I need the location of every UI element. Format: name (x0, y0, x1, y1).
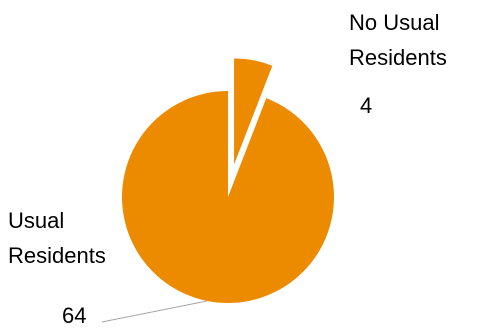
category-label-usual-residents: Usual Residents (8, 208, 106, 268)
pie-slice-usual-residents (121, 90, 334, 303)
category-label-usual-residents-line-1: Usual (8, 208, 64, 233)
pie-slices (121, 58, 334, 303)
value-label-no-usual-residents: 4 (360, 93, 372, 118)
value-label-usual-residents: 64 (62, 303, 86, 328)
leader-line-usual-residents (101, 300, 208, 323)
pie-slice-no-usual-residents (234, 58, 273, 165)
category-label-no-usual-residents: No Usual Residents (349, 10, 447, 70)
category-label-usual-residents-line-2: Residents (8, 243, 106, 268)
category-label-no-usual-residents-line-2: Residents (349, 45, 447, 70)
category-label-no-usual-residents-line-1: No Usual (349, 10, 439, 35)
